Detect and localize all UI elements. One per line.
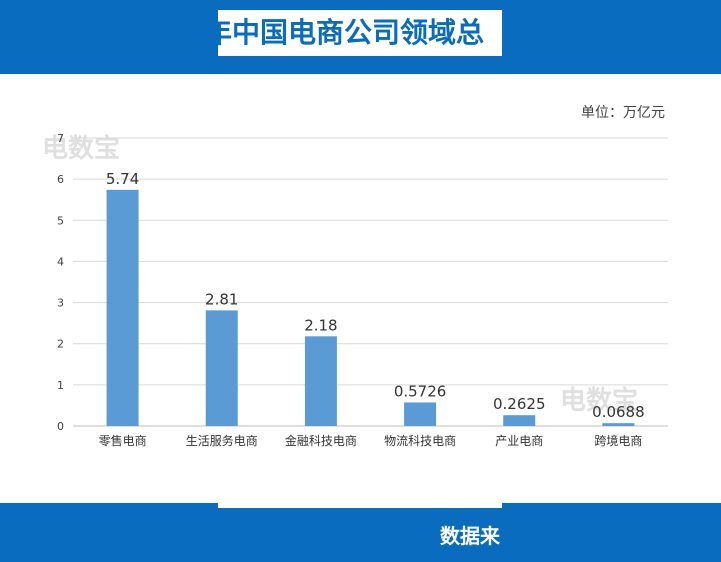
y-tick-label: 4 [57,255,64,268]
y-tick-label: 7 [57,132,64,145]
x-tick-label: 物流科技电商 [384,433,456,448]
bar-value-label: 2.81 [205,290,238,308]
x-tick-label: 金融科技电商 [285,433,357,448]
bar [304,336,337,426]
bar [106,189,139,426]
unit-label: 单位：万亿元 [581,105,665,121]
y-tick-label: 0 [57,420,64,433]
bar-value-label: 2.18 [304,316,337,334]
bar [404,402,437,426]
x-tick-label: 零售电商 [99,433,147,448]
bar-value-label: 0.5726 [394,382,447,400]
source-label: 数据来 [440,524,500,548]
bar [503,415,536,426]
bar-value-label: 0.2625 [493,395,546,413]
y-tick-label: 6 [57,173,64,186]
footer-band [0,503,721,562]
bar-value-label: 5.74 [106,170,139,188]
y-tick-label: 5 [57,214,64,227]
y-tick-label: 2 [57,338,64,351]
y-tick-label: 3 [57,297,64,310]
x-tick-label: 跨境电商 [594,433,642,448]
x-tick-label: 生活服务电商 [186,433,258,448]
bar [602,423,635,426]
title-box [218,10,502,56]
page-title: 年中国电商公司领域总 [218,16,485,49]
x-tick-label: 产业电商 [495,433,543,448]
y-tick-label: 1 [57,379,64,392]
bar [205,310,238,426]
bar-value-label: 0.0688 [592,403,645,421]
footer-divider [218,500,502,508]
